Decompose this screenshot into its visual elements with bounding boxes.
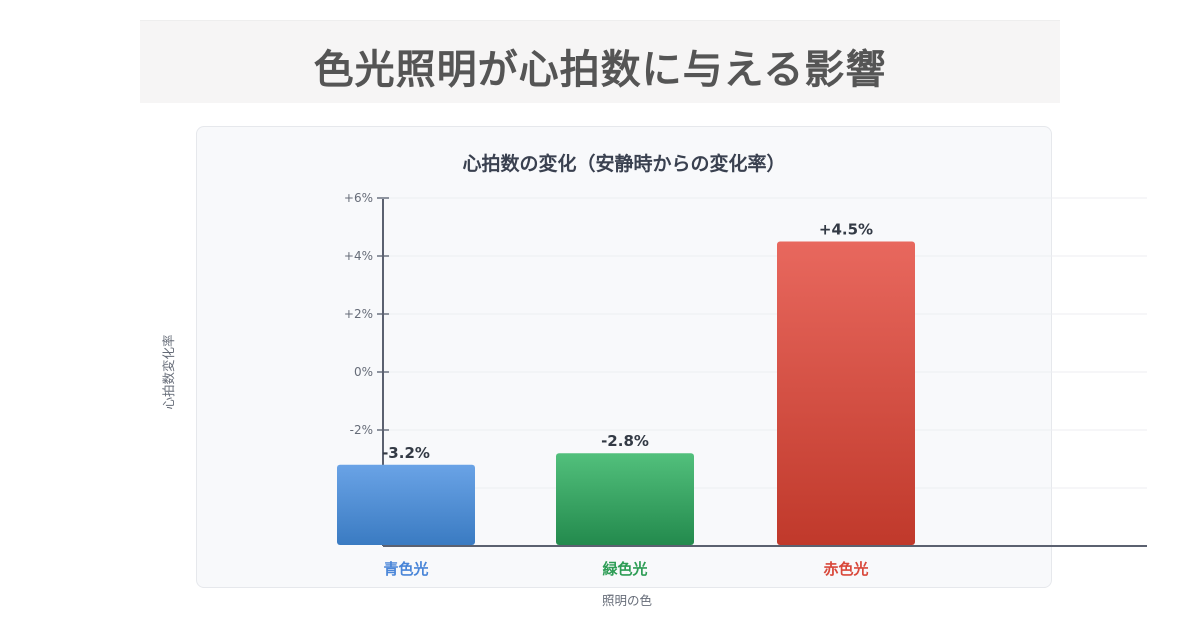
y-axis-title: 心拍数変化率 — [161, 334, 176, 409]
x-category-label: 赤色光 — [823, 560, 868, 578]
bar-1 — [337, 464, 475, 545]
bar-chart: +6%+4%+2%0%-2%-4%-3.2%青色光-2.8%緑色光+4.5%赤色… — [161, 191, 1147, 608]
page-title: 色光照明が心拍数に与える影響 — [313, 47, 887, 93]
bar-value-label: -3.2% — [382, 444, 430, 462]
bar-3 — [777, 241, 915, 545]
y-tick-label: +2% — [344, 307, 373, 321]
y-tick-label: +4% — [344, 249, 373, 263]
y-tick-label: -2% — [350, 423, 373, 437]
title-banner: 色光照明が心拍数に与える影響 — [140, 20, 1060, 103]
x-category-label: 緑色光 — [602, 560, 647, 578]
x-axis-title: 照明の色 — [602, 593, 653, 608]
bar-value-label: -2.8% — [601, 432, 649, 450]
x-category-label: 青色光 — [383, 560, 428, 578]
chart-title: 心拍数の変化（安静時からの変化率） — [462, 153, 786, 175]
y-tick-label: 0% — [354, 365, 373, 379]
y-tick-label: +6% — [344, 191, 373, 205]
chart-card: 心拍数の変化（安静時からの変化率） +6%+4%+2%0%-2%-4%-3.2%… — [161, 126, 1147, 608]
plot-area: +6%+4%+2%0%-2%-4%-3.2%青色光-2.8%緑色光+4.5%赤色… — [161, 191, 1147, 608]
page: 色光照明が心拍数に与える影響 心拍数の変化（安静時からの変化率） +6% +4% +… — [140, 20, 1147, 630]
bar-value-label: +4.5% — [819, 221, 873, 239]
bar-2 — [556, 453, 694, 545]
